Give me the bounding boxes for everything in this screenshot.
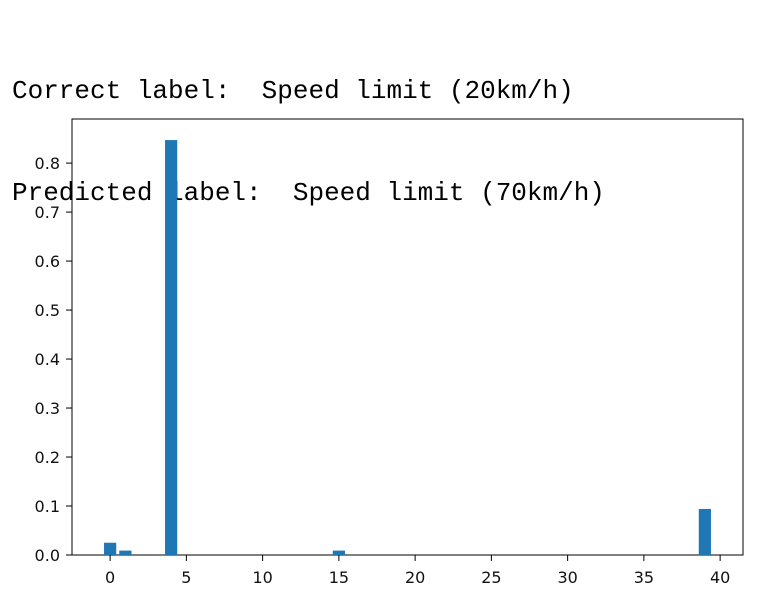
x-axis: 0 5 10 15 20 25 30 35 40 <box>105 555 730 587</box>
x-tick-label: 40 <box>710 568 730 587</box>
plot-area-frame <box>71 118 744 556</box>
correct-label-prefix: Correct label: <box>12 76 231 106</box>
predicted-label-prefix: Predicted label: <box>12 178 262 208</box>
bar-class-15 <box>332 550 345 555</box>
correct-label-value: Speed limit (20km/h) <box>261 76 574 106</box>
x-tick-label: 35 <box>634 568 654 587</box>
predicted-label-value: Speed limit (70km/h) <box>292 178 605 208</box>
y-tick-label: 0.4 <box>35 350 60 369</box>
y-tick-label: 0.1 <box>35 497 60 516</box>
y-tick-label: 0.5 <box>35 301 60 320</box>
y-tick-label: 0.3 <box>35 399 60 418</box>
y-tick-label: 0.7 <box>35 203 60 222</box>
x-tick-label: 15 <box>329 568 349 587</box>
prediction-labels: Correct label: Speed limit (20km/h) Pred… <box>12 6 605 244</box>
correct-label-line: Correct label: Speed limit (20km/h) <box>12 74 605 108</box>
y-axis: 0.0 0.1 0.2 0.3 0.4 0.5 0.6 0.7 0.8 <box>35 154 72 565</box>
x-tick-label: 0 <box>105 568 115 587</box>
bar-class-0 <box>104 542 117 555</box>
y-tick-label: 0.2 <box>35 448 60 467</box>
x-tick-label: 20 <box>405 568 425 587</box>
x-tick-label: 30 <box>557 568 577 587</box>
predicted-label-line: Predicted label: Speed limit (70km/h) <box>12 176 605 210</box>
bars-group <box>104 140 711 555</box>
bar-class-39 <box>698 508 711 555</box>
x-tick-label: 10 <box>252 568 272 587</box>
y-tick-label: 0.0 <box>35 546 60 565</box>
bar-class-4 <box>165 140 178 555</box>
y-tick-label: 0.6 <box>35 252 60 271</box>
y-tick-label: 0.8 <box>35 154 60 173</box>
bar-class-1 <box>119 550 132 555</box>
x-tick-label: 5 <box>181 568 191 587</box>
x-tick-label: 25 <box>481 568 501 587</box>
